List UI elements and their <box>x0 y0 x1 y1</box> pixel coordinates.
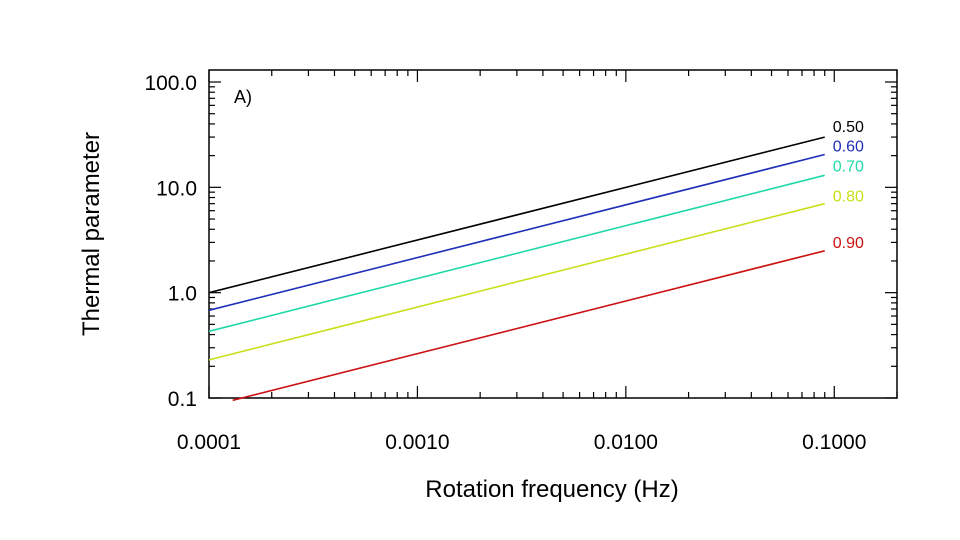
series-line-0.90 <box>232 250 825 402</box>
series-label-0.80: 0.80 <box>833 189 864 206</box>
series-line-0.70 <box>208 174 825 333</box>
y-tick-label: 0.1 <box>168 388 197 411</box>
series-label-0.60: 0.60 <box>833 138 864 155</box>
x-axis-title: Rotation frequency (Hz) <box>425 476 678 503</box>
series-label-0.70: 0.70 <box>833 158 864 175</box>
panel-label: A) <box>234 87 252 107</box>
x-tick-label: 0.0010 <box>385 431 449 454</box>
series-line-0.60 <box>208 153 825 312</box>
x-tick-label: 0.0001 <box>177 431 241 454</box>
y-axis-title: Thermal parameter <box>78 132 105 336</box>
y-tick-label: 100.0 <box>144 72 197 95</box>
x-tick-label: 0.1000 <box>802 431 866 454</box>
series-line-0.50 <box>208 136 825 294</box>
y-tick-label: 10.0 <box>156 177 197 200</box>
plot-frame <box>208 69 898 399</box>
y-tick-label: 1.0 <box>168 283 197 306</box>
series-label-0.50: 0.50 <box>833 119 864 136</box>
x-tick-label: 0.0100 <box>594 431 658 454</box>
series-label-0.90: 0.90 <box>833 235 864 252</box>
series-line-0.80 <box>208 202 825 361</box>
